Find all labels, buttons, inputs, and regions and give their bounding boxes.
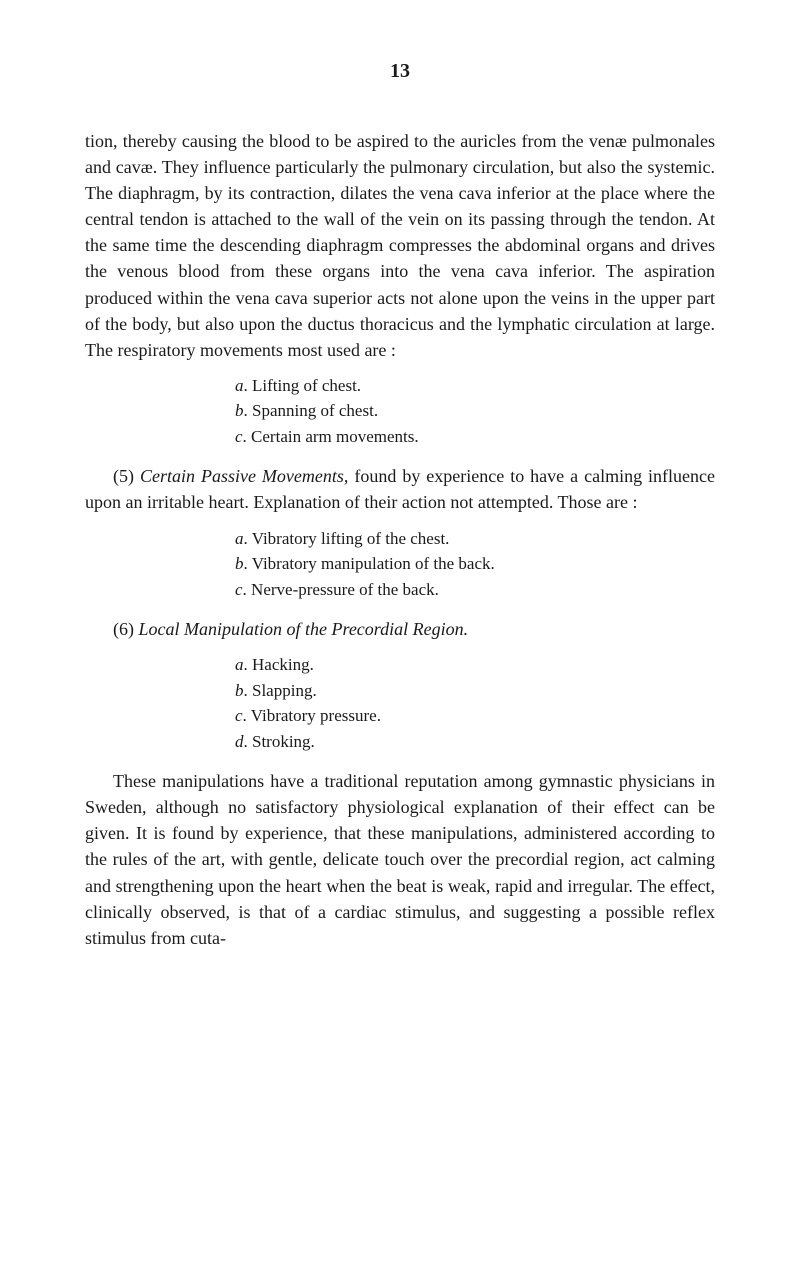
section-5-heading: (5) Certain Passive Movements, found by … bbox=[85, 463, 715, 515]
list-item: d. Stroking. bbox=[235, 729, 715, 755]
body-paragraph-2: These manipulations have a traditional r… bbox=[85, 768, 715, 951]
page-number: 13 bbox=[85, 60, 715, 83]
section-number: (5) bbox=[113, 466, 134, 486]
list-item: c. Certain arm movements. bbox=[235, 424, 715, 450]
list-item: b. Spanning of chest. bbox=[235, 398, 715, 424]
list-1: a. Lifting of chest. b. Spanning of ches… bbox=[235, 373, 715, 450]
body-paragraph-1: tion, thereby causing the blood to be as… bbox=[85, 128, 715, 363]
list-item: b. Vibratory manipulation of the back. bbox=[235, 551, 715, 577]
section-title: Certain Passive Movements, bbox=[140, 466, 348, 486]
list-2: a. Vibratory lifting of the chest. b. Vi… bbox=[235, 526, 715, 603]
section-number: (6) bbox=[113, 619, 134, 639]
section-6-heading: (6) Local Manipulation of the Precordial… bbox=[85, 616, 715, 642]
list-item: c. Nerve-pressure of the back. bbox=[235, 577, 715, 603]
list-3: a. Hacking. b. Slapping. c. Vibratory pr… bbox=[235, 652, 715, 754]
list-item: b. Slapping. bbox=[235, 678, 715, 704]
section-title: Local Manipulation of the Precordial Reg… bbox=[139, 619, 469, 639]
list-item: c. Vibratory pressure. bbox=[235, 703, 715, 729]
list-item: a. Vibratory lifting of the chest. bbox=[235, 526, 715, 552]
list-item: a. Lifting of chest. bbox=[235, 373, 715, 399]
list-item: a. Hacking. bbox=[235, 652, 715, 678]
